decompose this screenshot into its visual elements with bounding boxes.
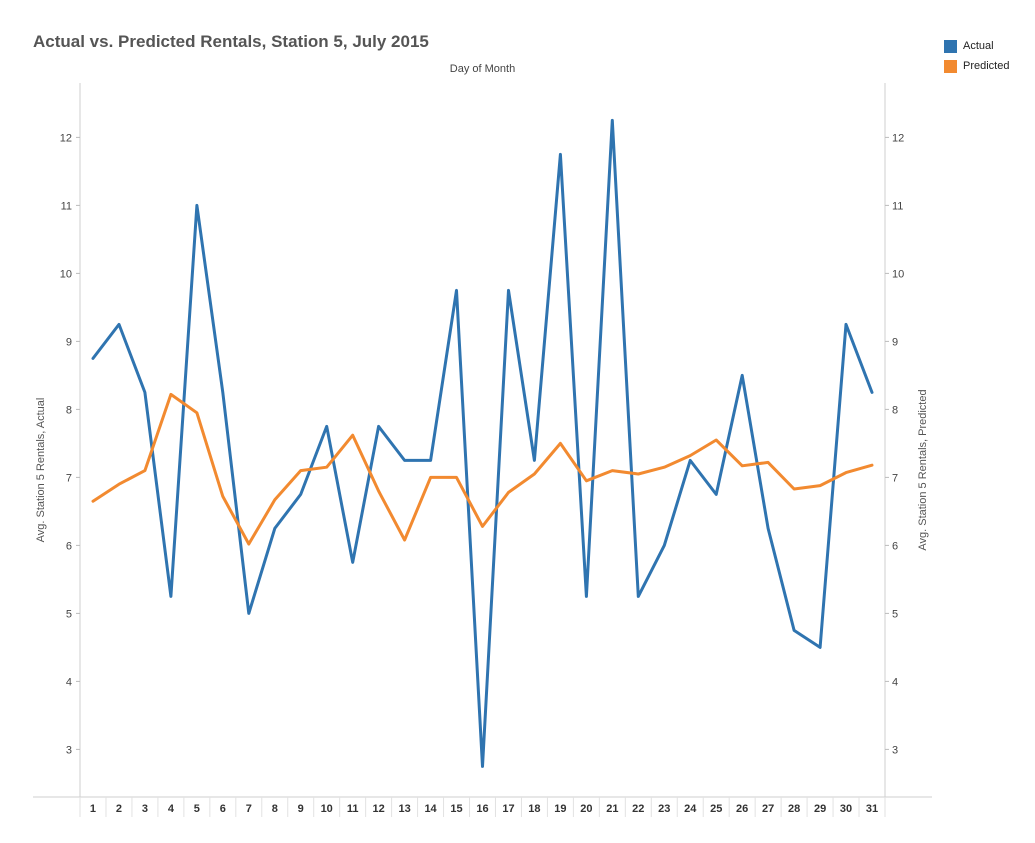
y-left-tick-label: 12 xyxy=(60,132,72,144)
y-left-tick-label: 4 xyxy=(66,676,72,688)
x-tick-label: 21 xyxy=(606,803,618,815)
x-tick-label: 2 xyxy=(116,803,122,815)
x-tick-label: 5 xyxy=(194,803,200,815)
y-axis-left: 3 4 5 6 7 8 9 10 11 12 xyxy=(60,132,80,756)
legend-label-actual: Actual xyxy=(963,40,994,52)
series-lines xyxy=(91,118,874,768)
x-tick-label: 30 xyxy=(840,803,852,815)
x-tick-label: 3 xyxy=(142,803,148,815)
x-tick-label: 6 xyxy=(220,803,226,815)
x-tick-label: 20 xyxy=(580,803,592,815)
x-tick-label: 15 xyxy=(450,803,462,815)
y-axis-left-title: Avg. Station 5 Rentals, Actual xyxy=(35,398,47,543)
x-axis: 1 2 3 4 5 6 7 8 9 10 11 12 13 14 15 16 17 18 19 20 21 22 23 24 2… xyxy=(90,803,878,815)
x-tick-label: 22 xyxy=(632,803,644,815)
x-tick-label: 31 xyxy=(866,803,878,815)
y-right-tick-label: 8 xyxy=(892,404,898,416)
x-tick-label: 4 xyxy=(168,803,175,815)
legend-swatch-predicted xyxy=(944,59,957,73)
y-left-tick-label: 6 xyxy=(66,540,72,552)
x-tick-label: 13 xyxy=(398,803,410,815)
y-left-tick-label: 11 xyxy=(61,200,72,212)
y-axis-right-title: Avg. Station 5 Rentals, Predicted xyxy=(917,389,929,550)
legend-label-predicted: Predicted xyxy=(963,60,1010,72)
x-tick-label: 1 xyxy=(90,803,96,815)
x-tick-label: 12 xyxy=(373,803,385,815)
series-line-actual xyxy=(91,118,874,768)
series-line-predicted xyxy=(91,392,874,546)
y-right-tick-label: 11 xyxy=(892,200,903,212)
x-tick-label: 11 xyxy=(347,803,359,815)
x-tick-label: 28 xyxy=(788,803,800,815)
x-tick-label: 8 xyxy=(272,803,278,815)
x-tick-label: 24 xyxy=(684,803,697,815)
y-right-tick-label: 12 xyxy=(892,132,904,144)
legend-item-predicted[interactable]: Predicted xyxy=(944,56,1009,76)
y-left-tick-label: 5 xyxy=(66,608,72,620)
legend: Actual Predicted xyxy=(944,36,1009,76)
legend-item-actual[interactable]: Actual xyxy=(944,36,1009,56)
x-tick-label: 14 xyxy=(424,803,437,815)
x-tick-label: 7 xyxy=(246,803,252,815)
x-tick-label: 16 xyxy=(476,803,488,815)
y-left-tick-label: 3 xyxy=(66,744,72,756)
y-right-tick-label: 10 xyxy=(892,268,904,280)
legend-swatch-actual xyxy=(944,39,957,53)
y-right-tick-label: 6 xyxy=(892,540,898,552)
x-tick-label: 27 xyxy=(762,803,774,815)
y-left-tick-label: 8 xyxy=(66,404,72,416)
y-right-tick-label: 9 xyxy=(892,336,898,348)
chart-title: Actual vs. Predicted Rentals, Station 5,… xyxy=(33,32,429,51)
y-right-tick-label: 5 xyxy=(892,608,898,620)
x-tick-label: 9 xyxy=(298,803,304,815)
x-tick-label: 17 xyxy=(502,803,514,815)
plot-frame xyxy=(33,83,932,817)
x-tick-label: 19 xyxy=(554,803,566,815)
x-tick-label: 23 xyxy=(658,803,670,815)
x-tick-label: 26 xyxy=(736,803,748,815)
y-left-tick-label: 9 xyxy=(66,336,72,348)
y-axis-right: 3 4 5 6 7 8 9 10 11 12 xyxy=(885,132,904,756)
y-left-tick-label: 7 xyxy=(66,472,72,484)
x-tick-label: 29 xyxy=(814,803,826,815)
y-right-tick-label: 7 xyxy=(892,472,898,484)
x-tick-label: 10 xyxy=(321,803,333,815)
x-tick-label: 18 xyxy=(528,803,540,815)
y-right-tick-label: 3 xyxy=(892,744,898,756)
x-axis-title: Day of Month xyxy=(449,63,516,75)
y-left-tick-label: 10 xyxy=(60,268,72,280)
x-tick-label: 25 xyxy=(710,803,722,815)
y-right-tick-label: 4 xyxy=(892,676,898,688)
